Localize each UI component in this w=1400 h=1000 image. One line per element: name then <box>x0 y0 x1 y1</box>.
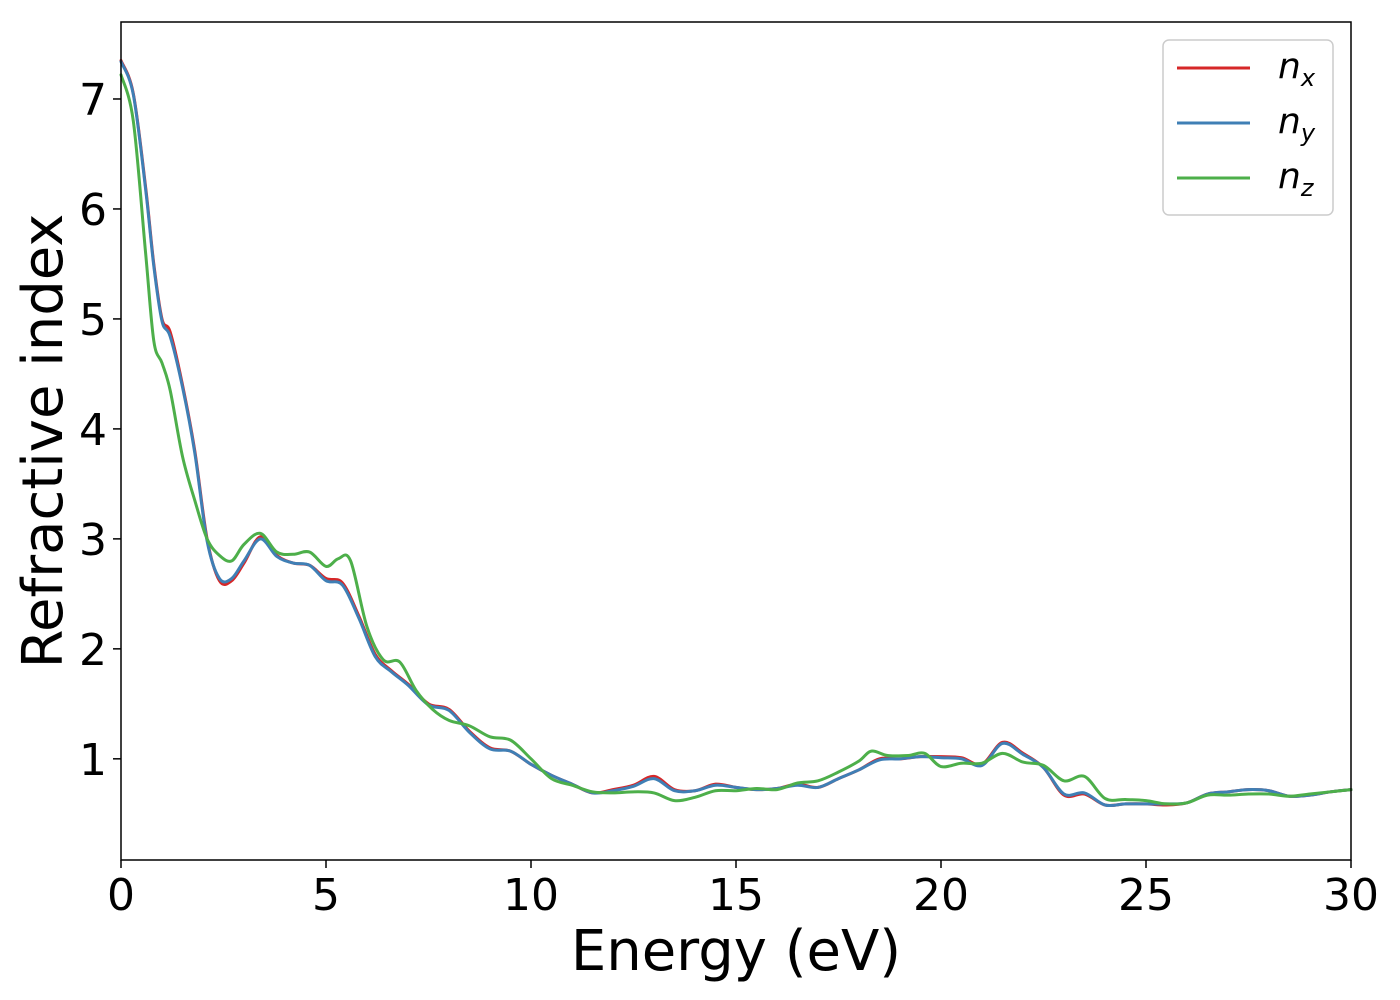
legend-label-n-z: nz <box>1278 156 1315 202</box>
series-line-n-y <box>119 60 1353 808</box>
x-axis-label: Energy (eV) <box>571 919 901 984</box>
x-tick-label: 10 <box>503 870 559 921</box>
legend-frame <box>1162 39 1334 216</box>
x-axis-ticks: 0 5 10 15 20 25 30 <box>107 860 1379 921</box>
series-layer <box>119 58 1353 808</box>
x-tick-label: 20 <box>913 870 969 921</box>
x-tick-label: 5 <box>312 870 340 921</box>
series-line-n-z <box>119 73 1353 806</box>
y-axis-ticks: 1 2 3 4 5 6 7 <box>79 75 121 786</box>
x-tick-label: 15 <box>708 870 764 921</box>
y-tick-label: 3 <box>79 515 107 566</box>
x-tick-label: 25 <box>1118 870 1174 921</box>
y-tick-label: 6 <box>79 185 107 236</box>
x-tick-label: 30 <box>1323 870 1379 921</box>
y-tick-label: 1 <box>79 735 107 786</box>
x-tick-label: 0 <box>107 870 135 921</box>
y-tick-label: 4 <box>79 405 107 456</box>
y-tick-label: 7 <box>79 75 107 126</box>
y-tick-label: 5 <box>79 295 107 346</box>
y-tick-label: 2 <box>79 625 107 676</box>
y-axis-label: Refractive index <box>11 214 76 669</box>
